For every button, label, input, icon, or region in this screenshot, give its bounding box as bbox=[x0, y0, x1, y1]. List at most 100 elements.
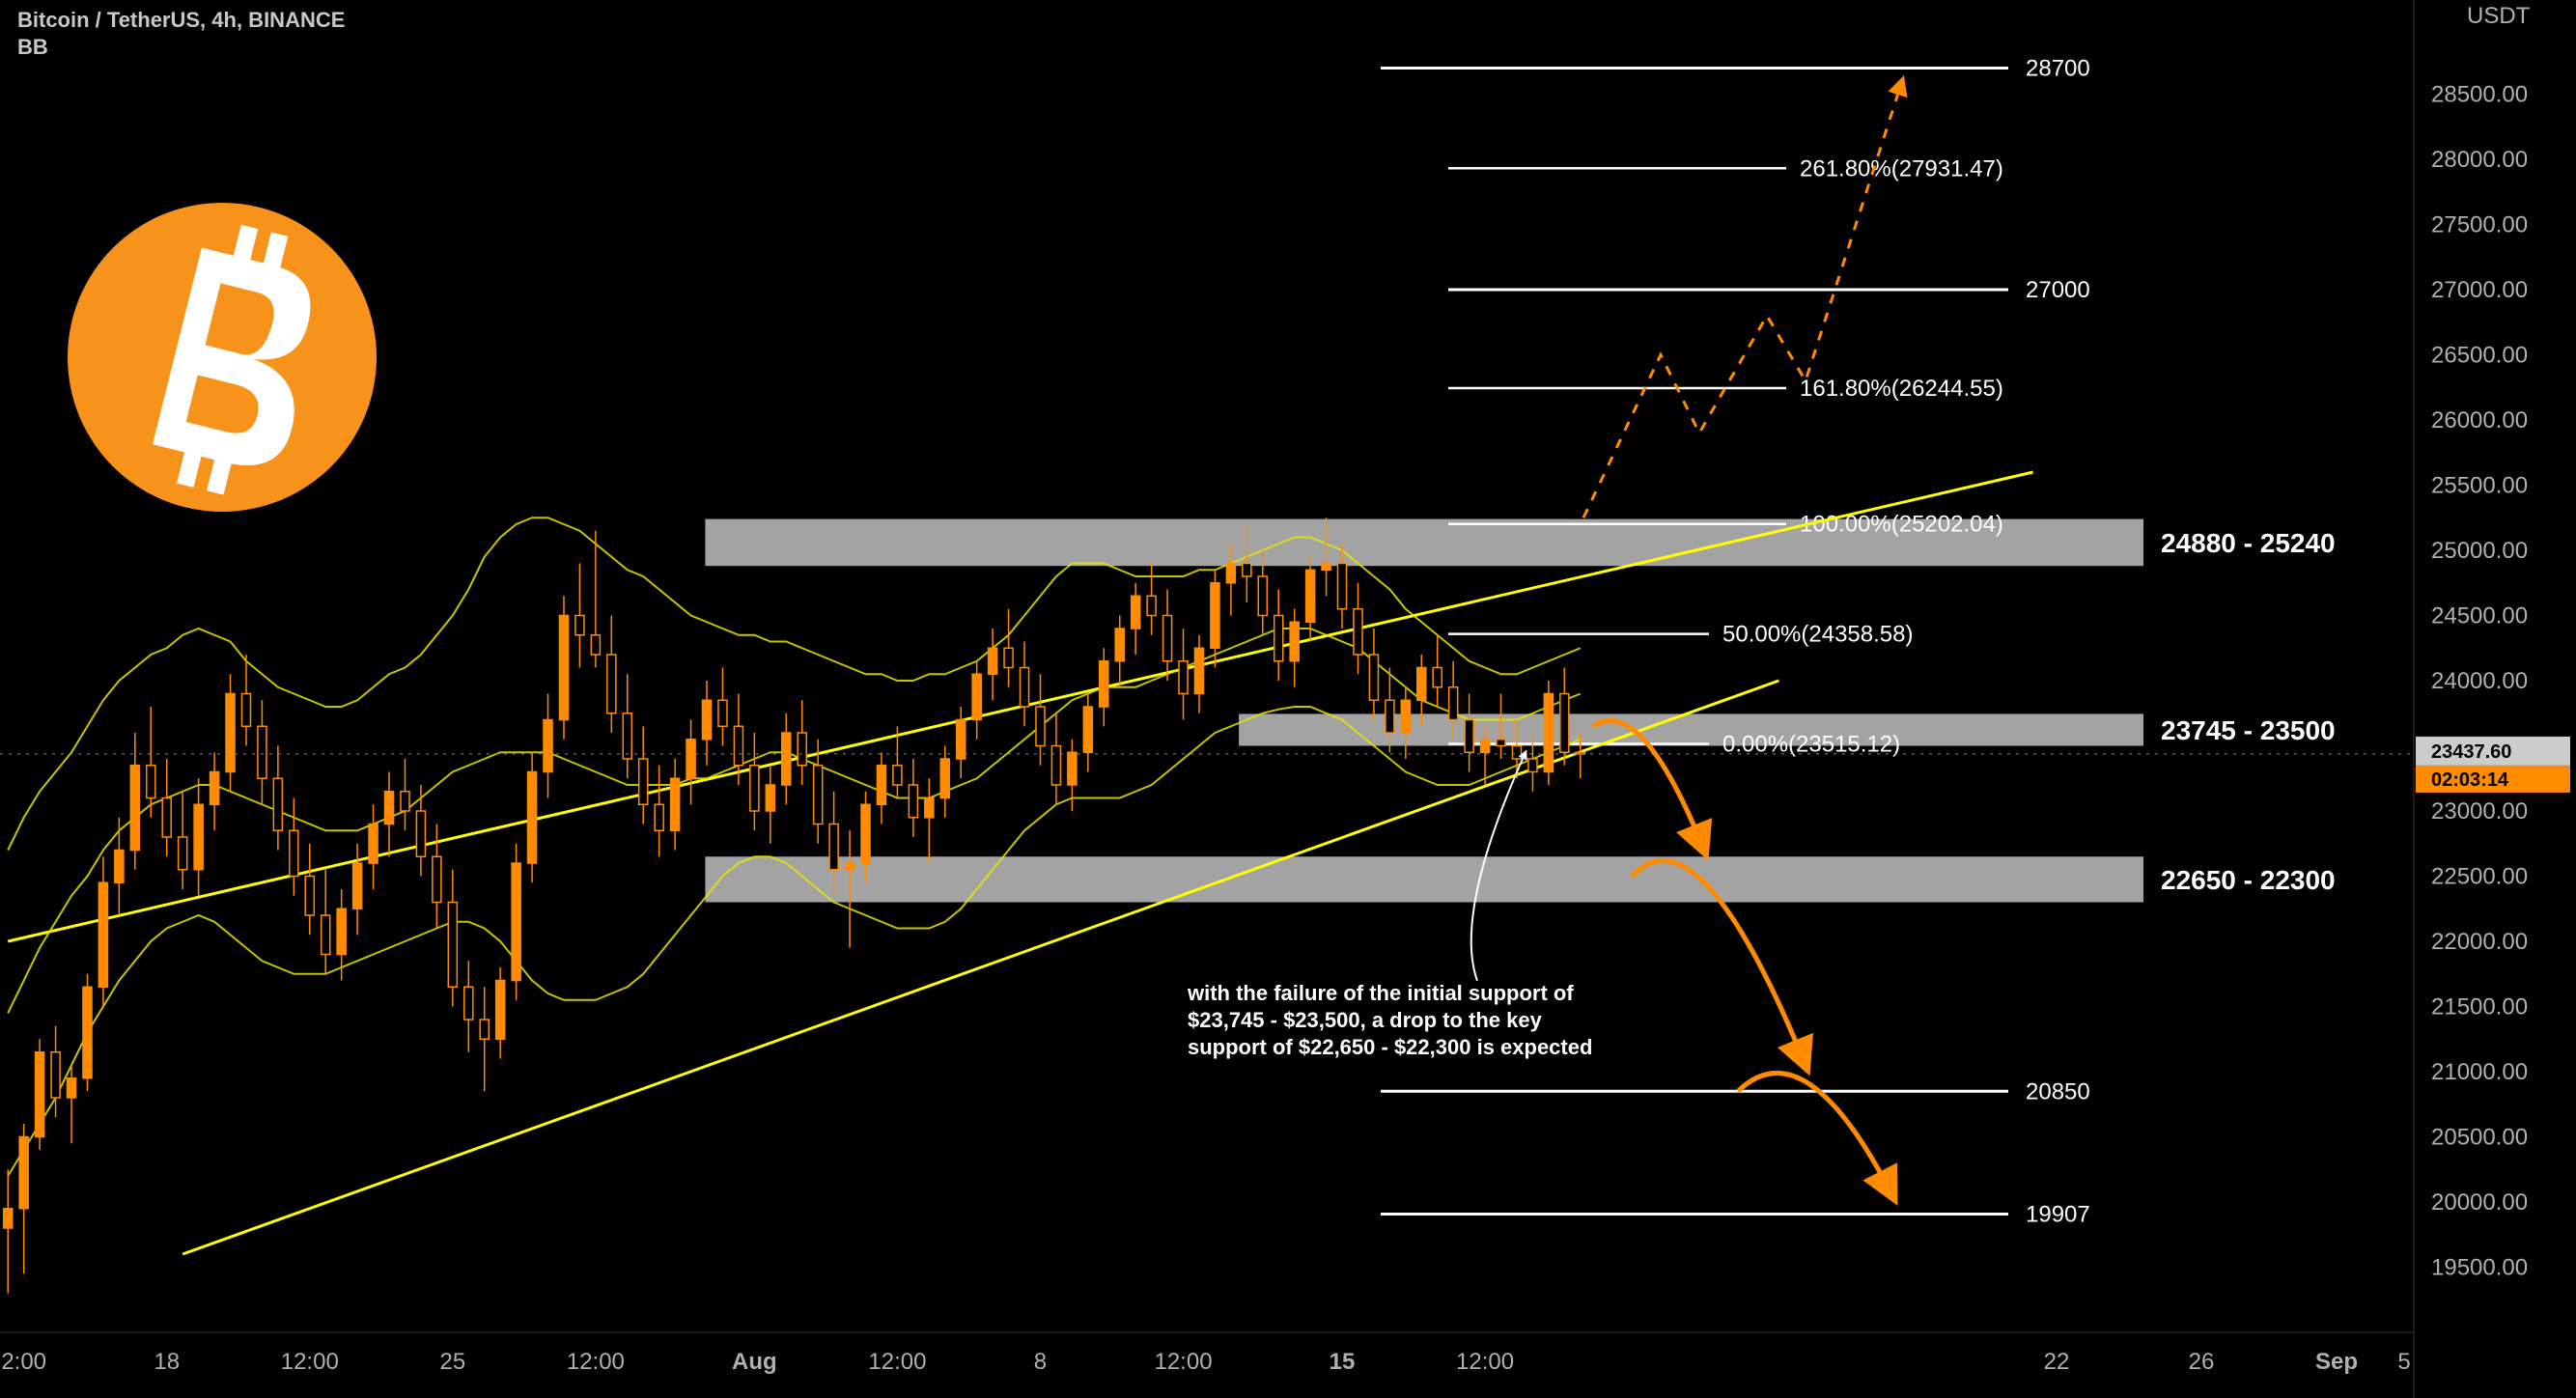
candle-body bbox=[1528, 759, 1537, 772]
candle-body bbox=[241, 694, 250, 727]
x-tick-label: 15 bbox=[1330, 1349, 1356, 1375]
candle-body bbox=[829, 825, 838, 870]
candle-body bbox=[1481, 740, 1490, 753]
x-tick-label: 18 bbox=[154, 1349, 180, 1375]
candle-body bbox=[385, 792, 394, 825]
fib-label: 261.80%(27931.47) bbox=[1800, 155, 2003, 182]
y-tick-label: 28500.00 bbox=[2431, 82, 2528, 108]
candle-body bbox=[1512, 746, 1521, 760]
y-tick-label: 22000.00 bbox=[2431, 929, 2528, 955]
candle-body bbox=[1100, 661, 1108, 707]
candle-body bbox=[496, 981, 505, 1040]
x-tick-label: Sep bbox=[2315, 1349, 2358, 1375]
y-tick-label: 20000.00 bbox=[2431, 1189, 2528, 1216]
candle-body bbox=[1338, 564, 1347, 609]
y-tick-label: 25500.00 bbox=[2431, 473, 2528, 499]
countdown-label: 02:03:14 bbox=[2431, 769, 2509, 791]
x-tick-label: Aug bbox=[732, 1349, 777, 1375]
candle-body bbox=[194, 804, 203, 870]
candle-body bbox=[1179, 661, 1188, 694]
x-tick-label: 25 bbox=[439, 1349, 465, 1375]
candle-body bbox=[322, 915, 330, 955]
y-tick-label: 19500.00 bbox=[2431, 1255, 2528, 1281]
fib-label: 0.00%(23515.12) bbox=[1722, 731, 1900, 757]
candle-body bbox=[957, 720, 966, 760]
candle-body bbox=[1021, 668, 1029, 708]
y-tick-label: 27000.00 bbox=[2431, 277, 2528, 303]
candle-body bbox=[925, 798, 934, 818]
candle-body bbox=[1306, 570, 1315, 622]
candle-body bbox=[258, 726, 266, 778]
candle-body bbox=[846, 863, 854, 870]
candle-body bbox=[703, 700, 712, 740]
candle-body bbox=[4, 1209, 13, 1228]
price-tag-label: 23437.60 bbox=[2431, 741, 2511, 763]
candle-body bbox=[1322, 564, 1330, 571]
candle-body bbox=[798, 733, 806, 766]
candle-body bbox=[1243, 564, 1251, 577]
candle-body bbox=[1004, 648, 1013, 667]
candle-body bbox=[1036, 707, 1045, 746]
candle-body bbox=[528, 772, 537, 864]
candle-body bbox=[179, 837, 187, 870]
candle-body bbox=[544, 720, 552, 772]
y-tick-label: 27500.00 bbox=[2431, 212, 2528, 238]
zone-label: 24880 - 25240 bbox=[2161, 528, 2336, 558]
candle-body bbox=[750, 766, 759, 811]
chart-title: Bitcoin / TetherUS, 4h, BINANCE bbox=[17, 8, 345, 32]
y-tick-label: 24500.00 bbox=[2431, 603, 2528, 629]
candle-body bbox=[433, 856, 441, 902]
candle-body bbox=[1290, 622, 1299, 661]
x-tick-label: 12:00 bbox=[281, 1349, 339, 1375]
candle-body bbox=[671, 778, 680, 830]
candle-body bbox=[591, 635, 600, 655]
candle-body bbox=[1083, 707, 1092, 752]
candle-body bbox=[448, 903, 457, 988]
annotation-text: with the failure of the initial support … bbox=[1187, 981, 1574, 1005]
candle-body bbox=[1115, 629, 1124, 661]
candle-body bbox=[1258, 576, 1267, 616]
candle-body bbox=[1433, 668, 1442, 687]
candle-body bbox=[1560, 694, 1569, 753]
indicator-label: BB bbox=[17, 35, 48, 59]
candle-body bbox=[1194, 648, 1203, 693]
x-tick-label: 22 bbox=[2044, 1349, 2070, 1375]
candle-body bbox=[464, 987, 473, 1020]
candle-body bbox=[19, 1137, 28, 1209]
y-tick-label: 24000.00 bbox=[2431, 668, 2528, 694]
candle-body bbox=[623, 713, 631, 759]
candle-body bbox=[1068, 752, 1077, 785]
candle-body bbox=[782, 733, 791, 785]
x-tick-label: 8 bbox=[1034, 1349, 1047, 1375]
candle-body bbox=[1465, 720, 1473, 753]
candle-body bbox=[861, 804, 870, 863]
candle-body bbox=[512, 863, 520, 981]
fib-label: 100.00%(25202.04) bbox=[1800, 512, 2003, 538]
candle-body bbox=[814, 766, 823, 825]
y-tick-label: 21000.00 bbox=[2431, 1059, 2528, 1085]
price-zone bbox=[705, 856, 2143, 902]
candle-body bbox=[130, 766, 139, 851]
candle-body bbox=[115, 851, 124, 883]
candle-body bbox=[686, 740, 695, 779]
candle-body bbox=[369, 825, 378, 864]
candle-body bbox=[559, 616, 568, 720]
chart-svg[interactable]: 19500.0020000.0020500.0021000.0021500.00… bbox=[0, 0, 2576, 1398]
candle-body bbox=[1417, 668, 1426, 701]
candle-body bbox=[607, 655, 616, 713]
candle-body bbox=[1449, 687, 1458, 720]
candle-body bbox=[226, 694, 235, 772]
candle-body bbox=[893, 766, 902, 785]
y-tick-label: 28000.00 bbox=[2431, 147, 2528, 173]
y-tick-label: 25000.00 bbox=[2431, 538, 2528, 564]
x-tick-label: 5 bbox=[2397, 1349, 2410, 1375]
candle-body bbox=[1226, 564, 1235, 583]
candle-body bbox=[718, 700, 727, 726]
candle-body bbox=[877, 766, 885, 805]
candle-body bbox=[1386, 700, 1394, 733]
candle-body bbox=[290, 830, 298, 876]
candle-body bbox=[1497, 740, 1505, 746]
annotation-text: $23,745 - $23,500, a drop to the key bbox=[1188, 1008, 1543, 1032]
candle-body bbox=[51, 1052, 60, 1098]
candle-body bbox=[1274, 616, 1283, 661]
